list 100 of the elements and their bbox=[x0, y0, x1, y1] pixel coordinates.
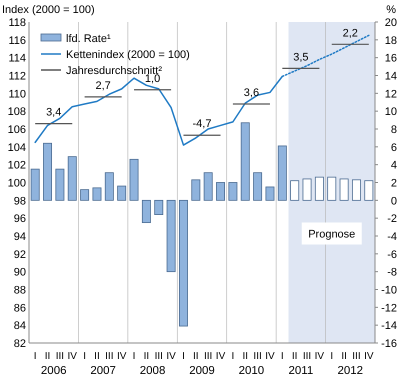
x-tick-label: IV bbox=[265, 351, 276, 362]
y-tick-label: 90 bbox=[14, 266, 26, 279]
x-tick-label: I bbox=[280, 351, 284, 362]
y-tick-label: 114 bbox=[8, 52, 26, 65]
x-tick-label: II bbox=[341, 351, 347, 362]
y-axis-title: Index (2000 = 100) bbox=[2, 4, 95, 16]
y2-axis-title: % bbox=[386, 4, 396, 16]
y2-tick-label: 20 bbox=[384, 17, 397, 29]
x-tick-label: I bbox=[83, 351, 86, 362]
bar bbox=[290, 180, 300, 201]
y-tick-label: 110 bbox=[8, 88, 26, 100]
x-tick-label: III bbox=[56, 351, 64, 362]
bar bbox=[278, 146, 287, 201]
y2-tick-label: 14 bbox=[384, 70, 397, 82]
y2-tick-label: -16 bbox=[381, 338, 397, 350]
bar bbox=[327, 176, 336, 201]
y2-tick-label: -6 bbox=[387, 248, 397, 261]
y2-tick-label: 18 bbox=[384, 34, 397, 47]
y2-tick-label: -12 bbox=[381, 302, 397, 314]
bar bbox=[142, 200, 151, 224]
y-tick-label: 118 bbox=[8, 17, 26, 29]
y-tick-label: 82 bbox=[14, 338, 26, 350]
bar bbox=[352, 179, 361, 201]
y-tick-label: 98 bbox=[14, 195, 26, 208]
bar bbox=[55, 168, 64, 201]
bar bbox=[117, 186, 126, 201]
x-tick-label: II bbox=[44, 351, 50, 362]
bar bbox=[43, 142, 52, 201]
legend-label: Kettenindex (2000 = 100) bbox=[66, 49, 190, 61]
y2-tick-label: -8 bbox=[387, 266, 397, 279]
x-tick-label: I bbox=[232, 351, 234, 362]
text: 2010 bbox=[238, 365, 264, 377]
y-tick-label: 108 bbox=[8, 106, 26, 118]
x-tick-label: IV bbox=[216, 351, 226, 362]
x-tick-label: II bbox=[242, 351, 248, 362]
x-tick-label: III bbox=[253, 351, 262, 362]
x-tick-label: III bbox=[154, 351, 163, 362]
x-tick-label: III bbox=[204, 351, 212, 362]
x-tick-label: IV bbox=[364, 351, 374, 362]
text: 2007 bbox=[90, 365, 116, 377]
text: 2011 bbox=[288, 365, 314, 377]
y-tick-label: 86 bbox=[14, 302, 26, 314]
bar bbox=[130, 158, 139, 201]
y-tick-label: 100 bbox=[8, 178, 26, 190]
bar bbox=[340, 178, 349, 201]
x-tick-label: II bbox=[193, 351, 199, 362]
x-tick-label: II bbox=[292, 351, 298, 362]
bar bbox=[240, 122, 250, 201]
y2-tick-label: -14 bbox=[381, 320, 397, 332]
y2-tick-label: 0 bbox=[390, 195, 397, 208]
y-tick-label: 102 bbox=[8, 160, 26, 172]
bar bbox=[68, 156, 77, 201]
y-tick-label: 104 bbox=[8, 142, 26, 154]
x-tick-label: I bbox=[182, 351, 185, 362]
y-tick-label: 106 bbox=[8, 124, 26, 136]
bar bbox=[302, 178, 312, 201]
annotation: 1,0 bbox=[144, 72, 160, 85]
y2-tick-label: 16 bbox=[384, 52, 397, 65]
y-tick-label: 96 bbox=[14, 213, 26, 226]
bar bbox=[104, 172, 114, 201]
text: 2009 bbox=[189, 365, 215, 377]
x-tick-label: I bbox=[132, 351, 136, 362]
x-tick-label: IV bbox=[166, 351, 176, 362]
bar bbox=[228, 182, 238, 201]
x-tick-label: IV bbox=[116, 351, 127, 362]
annotation: 3,6 bbox=[244, 87, 260, 100]
y-tick-label: 88 bbox=[14, 284, 26, 296]
x-tick-label: IV bbox=[68, 351, 78, 362]
legend-label: lfd. Rate¹ bbox=[66, 33, 111, 45]
x-tick-label: I bbox=[330, 351, 334, 362]
bar bbox=[80, 189, 90, 201]
bar bbox=[204, 172, 213, 201]
annotation: -4,7 bbox=[192, 118, 212, 130]
bar bbox=[30, 168, 40, 201]
text: 2006 bbox=[40, 365, 67, 377]
x-tick-label: III bbox=[105, 351, 114, 362]
y2-tick-label: -2 bbox=[387, 213, 397, 226]
annotation: Prognose bbox=[308, 228, 356, 240]
bar bbox=[92, 187, 102, 201]
y2-tick-label: -4 bbox=[387, 231, 397, 243]
y2-tick-label: 12 bbox=[384, 88, 397, 100]
bar bbox=[364, 180, 374, 201]
y-tick-label: 94 bbox=[14, 231, 26, 243]
y2-tick-label: 6 bbox=[390, 142, 397, 154]
annotation: 3,5 bbox=[293, 51, 309, 64]
y-tick-label: 116 bbox=[8, 34, 26, 47]
y2-tick-label: 10 bbox=[384, 106, 397, 118]
x-tick-label: II bbox=[144, 351, 150, 362]
bar bbox=[265, 186, 274, 201]
annotation: 2,2 bbox=[342, 27, 358, 40]
x-tick-label: IV bbox=[314, 351, 324, 362]
y-tick-label: 92 bbox=[14, 248, 26, 261]
annotation: 3,4 bbox=[46, 106, 62, 119]
y2-tick-label: -10 bbox=[381, 284, 397, 296]
bar bbox=[191, 179, 200, 201]
y2-tick-label: 4 bbox=[390, 160, 397, 172]
bar bbox=[253, 172, 262, 201]
x-tick-label: I bbox=[34, 351, 37, 362]
y2-tick-label: 8 bbox=[390, 124, 397, 136]
y-tick-label: 112 bbox=[8, 70, 26, 82]
